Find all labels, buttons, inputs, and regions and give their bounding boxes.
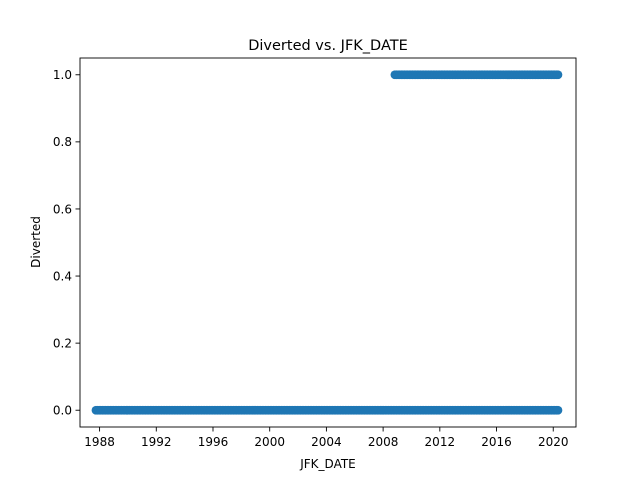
x-axis-label: JFK_DATE [299, 457, 356, 471]
x-tick-label: 1992 [141, 435, 172, 449]
scatter-points [91, 70, 563, 415]
x-tick-label: 1996 [198, 435, 229, 449]
y-tick-label: 0.6 [53, 202, 72, 216]
x-tick-label: 2008 [368, 435, 399, 449]
y-axis-ticks: 0.0 0.2 0.4 0.6 0.8 1.0 [53, 68, 80, 418]
x-tick-label: 2012 [425, 435, 456, 449]
scatter-point [553, 405, 563, 415]
plot-area [79, 57, 577, 428]
y-tick-label: 1.0 [53, 68, 72, 82]
x-tick-label: 2004 [311, 435, 342, 449]
y-tick-label: 0.4 [53, 269, 72, 283]
chart-title: Diverted vs. JFK_DATE [248, 38, 408, 54]
y-tick-label: 0.0 [53, 404, 72, 418]
y-tick-label: 0.2 [53, 336, 72, 350]
x-tick-label: 1988 [84, 435, 115, 449]
x-tick-label: 2000 [254, 435, 285, 449]
x-axis-ticks: 1988 1992 1996 2000 2004 2008 2012 2016 2020 [84, 427, 569, 449]
x-tick-label: 2016 [481, 435, 512, 449]
x-tick-label: 2020 [538, 435, 569, 449]
y-axis-label: Diverted [29, 216, 43, 268]
scatter-point [553, 70, 563, 80]
y-tick-label: 0.8 [53, 135, 72, 149]
